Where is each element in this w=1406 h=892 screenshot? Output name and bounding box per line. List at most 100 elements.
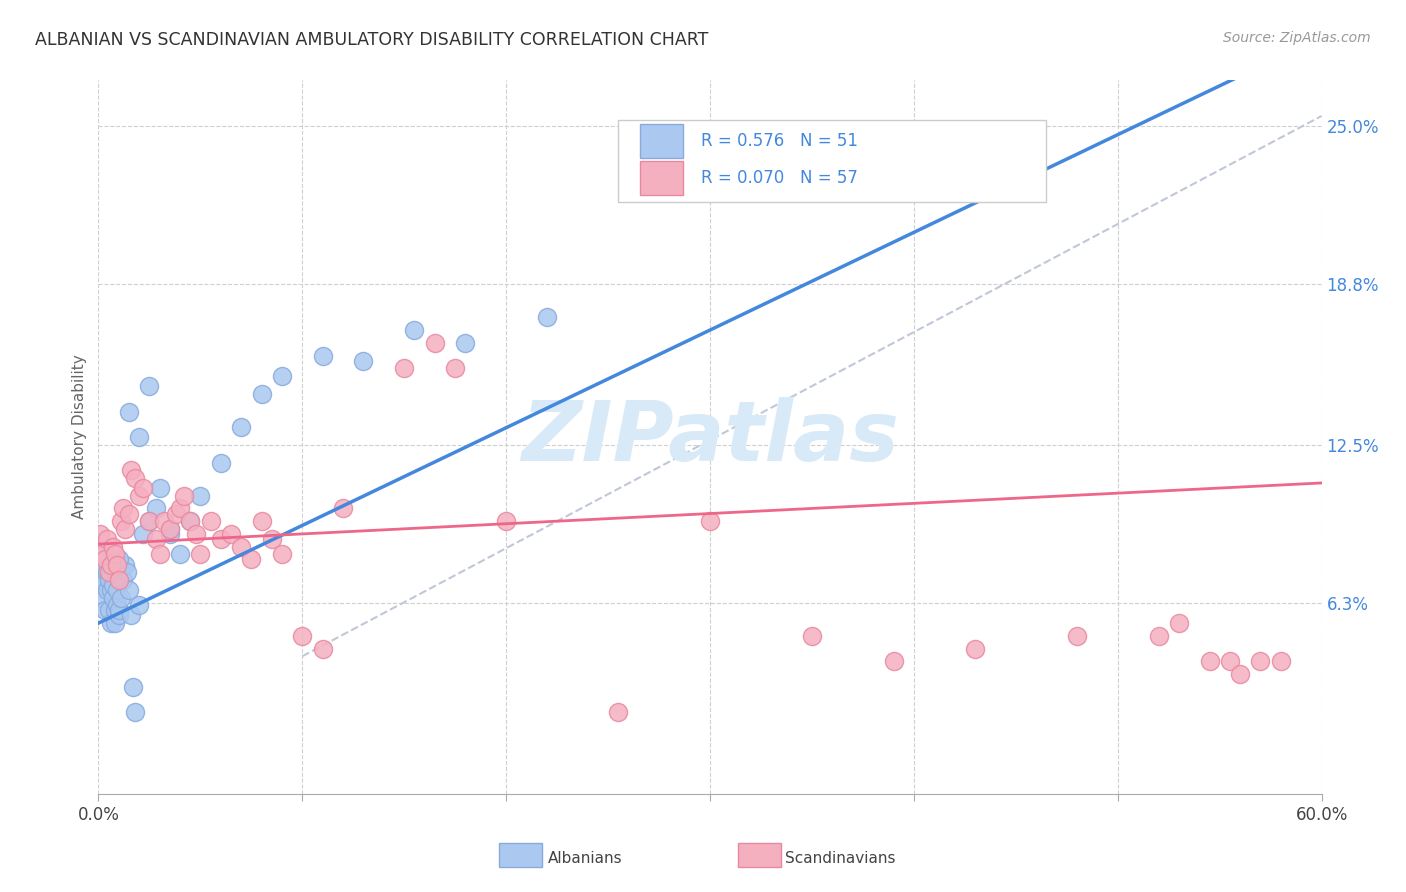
- Point: [118, 582, 141, 597]
- Point: [89, 591, 111, 605]
- Point: [101, 591, 124, 605]
- Point: [96, 582, 118, 597]
- Point: [159, 527, 181, 541]
- Point: [169, 547, 191, 561]
- Point: [105, 582, 128, 597]
- Point: [105, 558, 128, 572]
- Point: [165, 507, 187, 521]
- Point: [270, 547, 294, 561]
- Point: [145, 501, 167, 516]
- Point: [332, 501, 354, 516]
- Point: [607, 706, 630, 720]
- Point: [110, 514, 132, 528]
- Point: [138, 514, 160, 528]
- Point: [100, 616, 122, 631]
- Point: [149, 547, 172, 561]
- Y-axis label: Ambulatory Disability: Ambulatory Disability: [72, 355, 87, 519]
- Point: [114, 522, 136, 536]
- Text: R = 0.576   N = 51: R = 0.576 N = 51: [702, 132, 859, 150]
- Point: [120, 608, 142, 623]
- Point: [801, 629, 824, 643]
- Text: Source: ZipAtlas.com: Source: ZipAtlas.com: [1223, 31, 1371, 45]
- Point: [392, 361, 416, 376]
- Text: ALBANIAN VS SCANDINAVIAN AMBULATORY DISABILITY CORRELATION CHART: ALBANIAN VS SCANDINAVIAN AMBULATORY DISA…: [35, 31, 709, 49]
- Text: Scandinavians: Scandinavians: [785, 851, 896, 865]
- Point: [108, 608, 131, 623]
- Point: [111, 573, 134, 587]
- Point: [108, 552, 131, 566]
- Point: [312, 641, 335, 656]
- Point: [96, 532, 118, 546]
- Point: [138, 379, 160, 393]
- Point: [240, 552, 263, 566]
- Point: [1066, 629, 1088, 643]
- Point: [179, 514, 201, 528]
- Point: [97, 565, 120, 579]
- Point: [93, 603, 115, 617]
- Point: [159, 522, 181, 536]
- Point: [495, 514, 517, 528]
- Point: [404, 323, 426, 337]
- Point: [186, 527, 208, 541]
- Point: [101, 540, 124, 554]
- Point: [1229, 667, 1251, 681]
- Point: [260, 532, 283, 546]
- Point: [124, 706, 146, 720]
- Point: [173, 489, 195, 503]
- Point: [89, 573, 111, 587]
- Point: [118, 507, 141, 521]
- Point: [291, 629, 314, 643]
- Point: [209, 532, 232, 546]
- Point: [159, 522, 181, 536]
- Point: [132, 527, 155, 541]
- Point: [250, 514, 273, 528]
- Point: [1198, 654, 1220, 668]
- Point: [114, 558, 136, 572]
- Text: Albanians: Albanians: [548, 851, 623, 865]
- Point: [1270, 654, 1292, 668]
- Point: [101, 578, 124, 592]
- Point: [122, 680, 145, 694]
- Point: [91, 578, 114, 592]
- Point: [108, 573, 131, 587]
- Text: ZIPatlas: ZIPatlas: [522, 397, 898, 477]
- Point: [108, 603, 131, 617]
- Point: [209, 456, 232, 470]
- Point: [219, 527, 242, 541]
- Point: [93, 547, 115, 561]
- Point: [699, 514, 721, 528]
- Point: [250, 386, 273, 401]
- Point: [138, 514, 160, 528]
- Point: [200, 514, 222, 528]
- Point: [536, 310, 558, 325]
- Point: [93, 552, 115, 566]
- FancyBboxPatch shape: [640, 161, 683, 195]
- Point: [115, 565, 138, 579]
- Point: [231, 420, 253, 434]
- Point: [128, 489, 150, 503]
- Point: [100, 558, 122, 572]
- Point: [111, 501, 134, 516]
- Point: [105, 599, 128, 613]
- Point: [97, 603, 120, 617]
- Point: [1249, 654, 1271, 668]
- Point: [270, 368, 294, 383]
- Point: [169, 501, 191, 516]
- Point: [352, 353, 374, 368]
- Point: [152, 514, 174, 528]
- Point: [231, 540, 253, 554]
- Point: [118, 404, 141, 418]
- Point: [96, 565, 118, 579]
- Point: [149, 481, 172, 495]
- Point: [1219, 654, 1241, 668]
- Point: [132, 481, 155, 495]
- Point: [1147, 629, 1170, 643]
- Point: [188, 547, 212, 561]
- Point: [124, 471, 146, 485]
- Point: [104, 547, 127, 561]
- FancyBboxPatch shape: [640, 124, 683, 158]
- Point: [128, 599, 150, 613]
- Text: R = 0.070   N = 57: R = 0.070 N = 57: [702, 169, 858, 187]
- Point: [444, 361, 467, 376]
- Point: [89, 527, 111, 541]
